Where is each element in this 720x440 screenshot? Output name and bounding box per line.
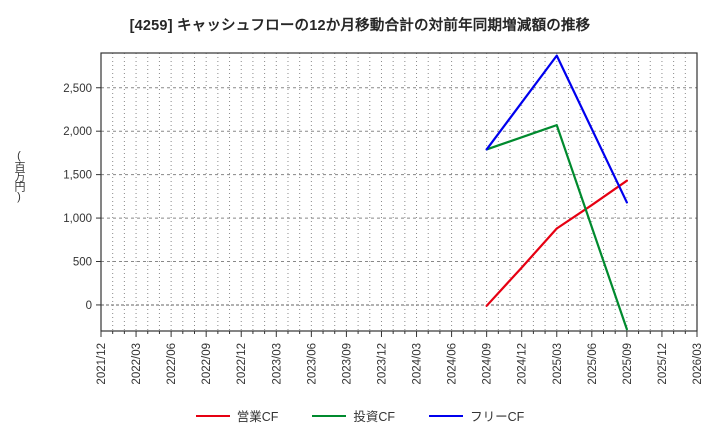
legend-item-free-cf[interactable]: フリーCF [429, 406, 524, 425]
x-tick-label: 2023/12 [376, 343, 388, 385]
x-tick-label: 2024/09 [482, 343, 494, 385]
series-line-フリーCF [485, 54, 628, 204]
series-line-営業CF [485, 179, 628, 307]
x-tick-label: 2024/03 [412, 343, 424, 385]
data-series-group [485, 54, 628, 331]
x-tick-label: 2024/06 [447, 343, 459, 385]
x-tick-label: 2022/03 [131, 343, 143, 385]
x-tick-label: 2023/09 [341, 343, 353, 385]
x-axis-ticks: 2021/12 2022/03 2022/06 2022/09 2022/12 2023/… [96, 331, 704, 385]
legend-swatch-free-cf [429, 414, 464, 417]
plot-frame [100, 52, 698, 332]
gridlines [100, 53, 698, 331]
y-tick-label: 1,500 [63, 170, 92, 182]
x-tick-label: 2025/12 [657, 343, 669, 385]
legend-swatch-operating-cf [195, 414, 230, 417]
series-line-投資CF [485, 124, 628, 331]
y-tick-label: 500 [73, 257, 92, 269]
x-tick-label: 2021/12 [96, 343, 108, 385]
x-tick-label: 2022/09 [201, 343, 213, 385]
x-tick-label: 2025/06 [587, 343, 599, 385]
x-tick-label: 2024/12 [517, 343, 529, 385]
x-tick-label: 2023/03 [271, 343, 283, 385]
x-tick-label: 2025/03 [552, 343, 564, 385]
chart-title: [4259] キャッシュフローの12か月移動合計の対前年同期増減額の推移 [129, 18, 591, 34]
legend-swatch-investing-cf [312, 414, 347, 417]
legend-label-investing-cf: 投資CF [353, 410, 396, 424]
x-tick-label: 2026/03 [692, 343, 704, 385]
chart-legend: 営業CF 投資CF フリーCF [0, 406, 720, 425]
y-tick-label: 2,000 [63, 126, 92, 138]
legend-label-free-cf: フリーCF [470, 410, 525, 424]
x-tick-label: 2023/06 [306, 343, 318, 385]
legend-item-operating-cf[interactable]: 営業CF [195, 406, 279, 425]
y-axis-ticks: 0 500 1,000 1,500 2,000 2,500 [63, 83, 101, 312]
y-tick-label: 0 [86, 300, 92, 312]
legend-item-investing-cf[interactable]: 投資CF [312, 406, 395, 425]
x-tick-label: 2022/06 [166, 343, 178, 385]
legend-label-operating-cf: 営業CF [236, 410, 279, 424]
x-tick-label: 2025/09 [622, 343, 634, 385]
x-tick-label: 2022/12 [236, 343, 248, 385]
y-axis-title: (百万円) [13, 150, 25, 202]
y-tick-label: 2,500 [63, 83, 92, 95]
y-tick-label: 1,000 [63, 213, 92, 225]
